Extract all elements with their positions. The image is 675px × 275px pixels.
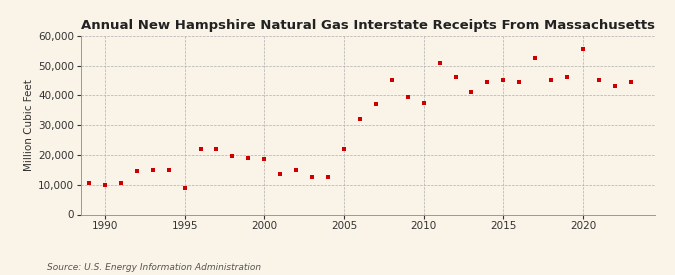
Title: Annual New Hampshire Natural Gas Interstate Receipts From Massachusetts: Annual New Hampshire Natural Gas Interst…	[81, 19, 655, 32]
Point	[466, 90, 477, 95]
Text: Source: U.S. Energy Information Administration: Source: U.S. Energy Information Administ…	[47, 263, 261, 272]
Y-axis label: Million Cubic Feet: Million Cubic Feet	[24, 79, 34, 171]
Point	[291, 167, 302, 172]
Point	[354, 117, 365, 121]
Point	[84, 181, 95, 185]
Point	[514, 80, 524, 84]
Point	[546, 78, 557, 82]
Point	[179, 185, 190, 190]
Point	[259, 157, 270, 162]
Point	[243, 156, 254, 160]
Point	[227, 154, 238, 159]
Point	[482, 80, 493, 84]
Point	[626, 80, 637, 84]
Point	[562, 75, 572, 80]
Point	[323, 175, 333, 180]
Point	[418, 101, 429, 105]
Point	[402, 95, 413, 99]
Point	[450, 75, 461, 80]
Point	[610, 84, 620, 89]
Point	[306, 175, 317, 180]
Point	[115, 181, 126, 185]
Point	[530, 56, 541, 60]
Point	[99, 183, 110, 187]
Point	[275, 172, 286, 177]
Point	[371, 102, 381, 106]
Point	[163, 167, 174, 172]
Point	[339, 147, 350, 151]
Point	[211, 147, 222, 151]
Point	[386, 78, 397, 82]
Point	[593, 78, 604, 82]
Point	[434, 60, 445, 65]
Point	[578, 47, 589, 51]
Point	[147, 167, 158, 172]
Point	[498, 78, 509, 82]
Point	[195, 147, 206, 151]
Point	[132, 169, 142, 174]
